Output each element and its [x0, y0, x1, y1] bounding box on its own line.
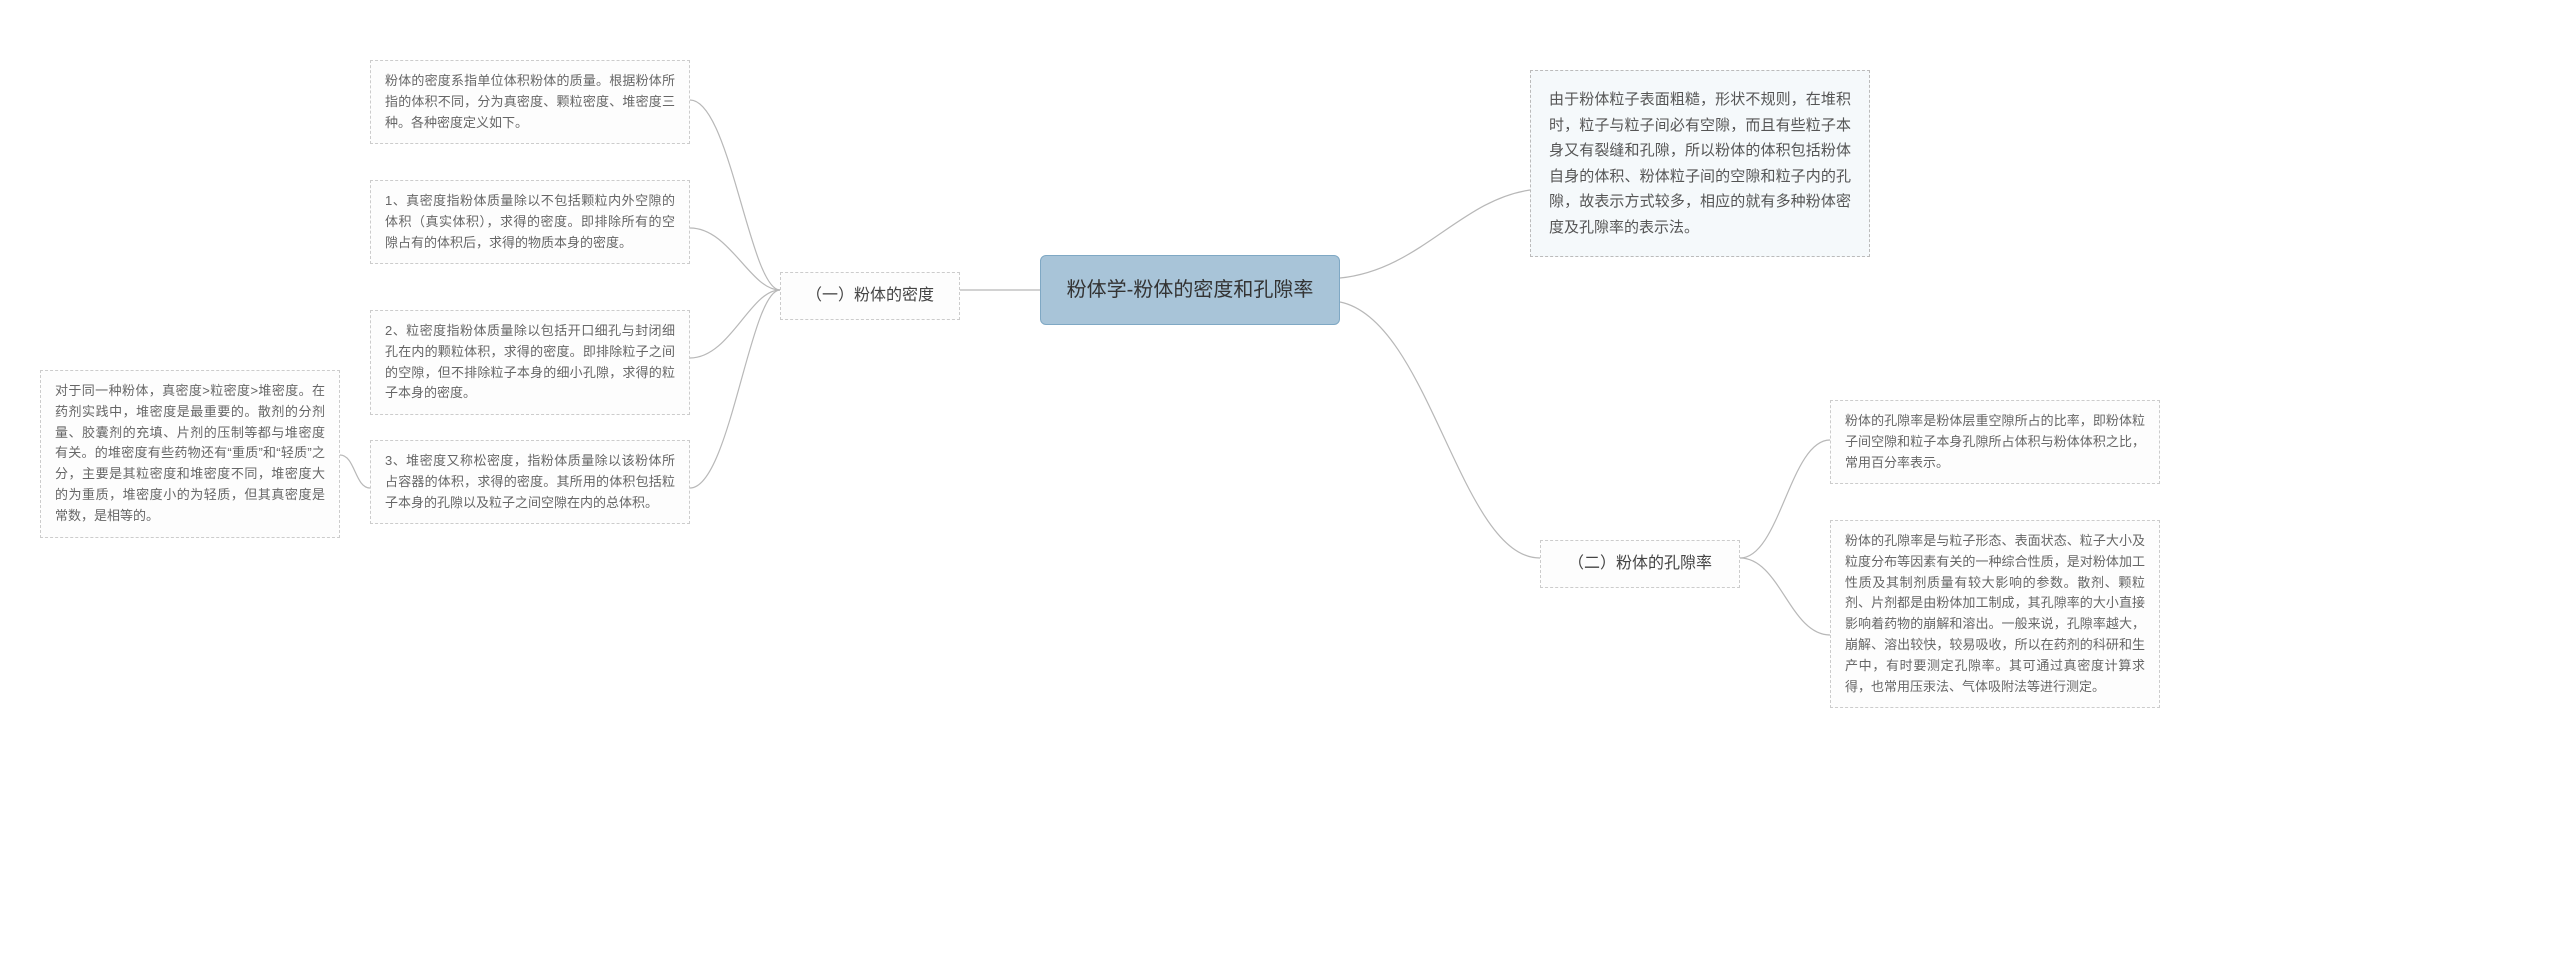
root-node: 粉体学-粉体的密度和孔隙率: [1040, 255, 1340, 325]
porosity-detail-0: 粉体的孔隙率是粉体层重空隙所占的比率，即粉体粒子间空隙和粒子本身孔隙所占体积与粉…: [1830, 400, 2160, 484]
density-note: 对于同一种粉体，真密度>粒密度>堆密度。在药剂实践中，堆密度是最重要的。散剂的分…: [40, 370, 340, 538]
porosity-detail-1: 粉体的孔隙率是与粒子形态、表面状态、粒子大小及粒度分布等因素有关的一种综合性质，…: [1830, 520, 2160, 708]
density-detail-0: 粉体的密度系指单位体积粉体的质量。根据粉体所指的体积不同，分为真密度、颗粒密度、…: [370, 60, 690, 144]
branch-density: （一）粉体的密度: [780, 272, 960, 320]
intro-note: 由于粉体粒子表面粗糙，形状不规则，在堆积时，粒子与粒子间必有空隙，而且有些粒子本…: [1530, 70, 1870, 257]
density-detail-2: 2、粒密度指粉体质量除以包括开口细孔与封闭细孔在内的颗粒体积，求得的密度。即排除…: [370, 310, 690, 415]
branch-porosity: （二）粉体的孔隙率: [1540, 540, 1740, 588]
density-detail-1: 1、真密度指粉体质量除以不包括颗粒内外空隙的体积（真实体积），求得的密度。即排除…: [370, 180, 690, 264]
density-detail-3: 3、堆密度又称松密度，指粉体质量除以该粉体所占容器的体积，求得的密度。其所用的体…: [370, 440, 690, 524]
